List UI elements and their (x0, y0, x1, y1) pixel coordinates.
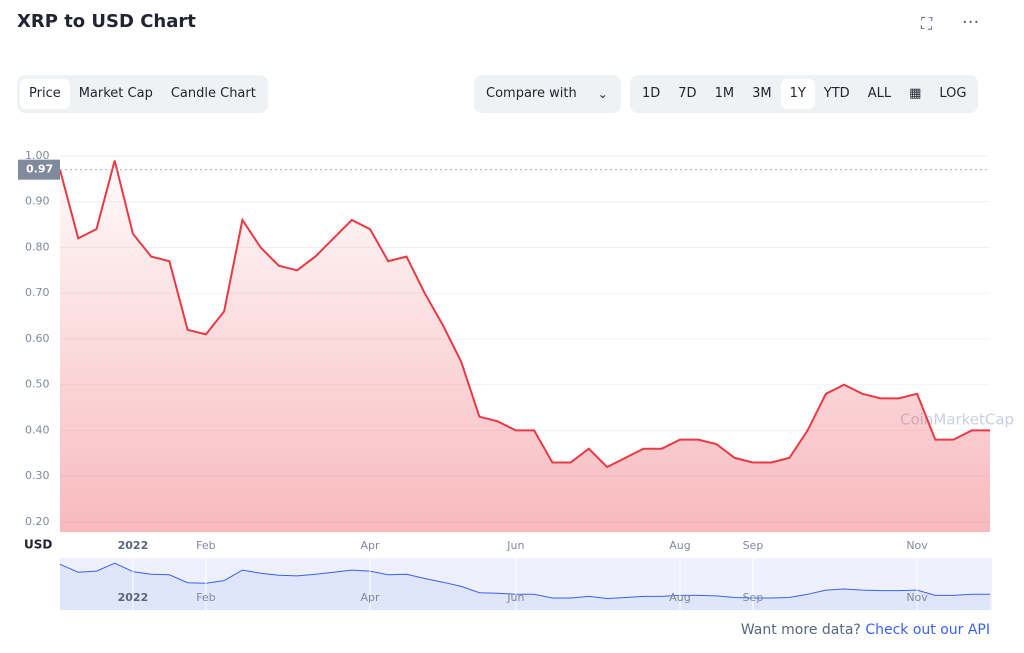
tab-group: Price Market Cap Candle Chart (17, 75, 268, 113)
x-tick-label: Feb (196, 539, 215, 552)
x-tick-label: Aug (669, 539, 690, 552)
footer: Want more data? Check out our API (741, 622, 990, 638)
navigator-tick-label: Aug (669, 591, 690, 604)
navigator-tick-label: 2022 (118, 591, 149, 604)
navigator-tick-label: Apr (360, 591, 380, 604)
y-tick-label: 0.40 (25, 423, 50, 436)
navigator-tick-label: Jun (506, 591, 524, 604)
y-tick-label: 0.80 (25, 240, 50, 253)
x-tick-label: Jun (506, 539, 524, 552)
tab[interactable]: Price (20, 79, 70, 109)
log-button[interactable]: LOG (939, 86, 967, 101)
x-tick-label: Apr (360, 539, 380, 552)
x-tick-label: Sep (743, 539, 764, 552)
y-tick-label: 0.70 (25, 286, 50, 299)
fullscreen-icon[interactable]: ⛶ (921, 14, 933, 33)
navigator-tick-label: Sep (743, 591, 764, 604)
footer-text: Want more data? (740, 622, 861, 638)
y-tick-label: 0.90 (25, 195, 50, 208)
tab[interactable]: Candle Chart (170, 86, 256, 101)
x-tick-label: Nov (906, 539, 928, 552)
tab[interactable]: Market Cap (78, 86, 153, 101)
compare-label[interactable]: Compare with (486, 86, 577, 101)
navigator-tick-label: Feb (196, 591, 215, 604)
navigator-line (59, 562, 990, 600)
title: XRP to USD Chart (17, 11, 196, 32)
price-line (59, 160, 990, 469)
navigator-tick-label: Nov (906, 591, 928, 604)
y-tick-label: 0.30 (25, 469, 50, 482)
y-tick-label: 1.00 (25, 149, 50, 162)
range-button[interactable]: 1Y (780, 79, 815, 109)
chevron: ⌄ (597, 87, 608, 101)
price-marker-label: 0.97 (26, 163, 53, 176)
more-icon[interactable]: ··· (962, 12, 980, 33)
range-button[interactable]: ALL (867, 86, 892, 101)
price-area (60, 160, 990, 532)
y-unit: USD (24, 538, 52, 552)
y-tick-label: 0.50 (25, 378, 50, 391)
range-group: 1D 7D 1M 3M 1Y YTD ALL ▦ LOG (630, 75, 979, 113)
range-button[interactable]: YTD (823, 86, 850, 101)
price-marker-box (18, 159, 60, 180)
x-tick-label: 2022 (118, 539, 149, 552)
calendar-icon[interactable]: ▦ (909, 86, 922, 101)
compare-dropdown[interactable]: Compare with ⌄ (474, 75, 621, 113)
api-link[interactable]: Check out our API (865, 622, 990, 638)
range-button[interactable]: 1M (714, 86, 735, 101)
range-button[interactable]: 1D (642, 86, 661, 101)
range-button[interactable]: 7D (678, 86, 697, 101)
y-tick-label: 0.60 (25, 332, 50, 345)
y-tick-label: 0.20 (25, 515, 50, 528)
range-button[interactable]: 3M (752, 86, 772, 101)
